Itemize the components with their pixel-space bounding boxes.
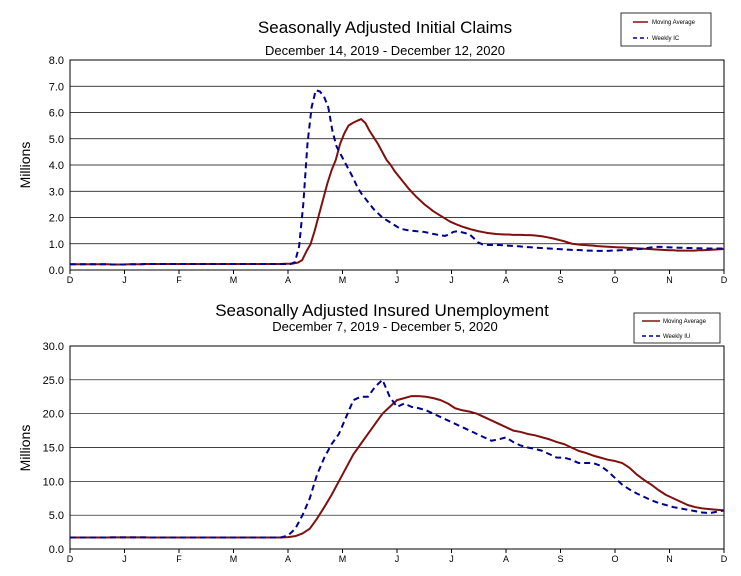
x-tick-label: F [176, 275, 182, 285]
x-tick-label: M [230, 554, 238, 564]
y-axis-label: Millions [17, 425, 33, 472]
x-tick-label: D [721, 554, 728, 564]
x-tick-label: A [285, 554, 291, 564]
chart-insured-unemployment: Seasonally Adjusted Insured Unemployment… [17, 301, 728, 564]
chart-title: Seasonally Adjusted Initial Claims [258, 18, 512, 37]
x-tick-label: M [230, 275, 238, 285]
x-tick-label: D [721, 275, 728, 285]
x-tick-label: A [503, 275, 509, 285]
x-tick-label: S [557, 554, 563, 564]
chart-subtitle: December 7, 2019 - December 5, 2020 [272, 319, 497, 334]
legend-label-moving-average: Moving Average [663, 319, 707, 325]
x-tick-label: J [122, 554, 127, 564]
y-tick-label: 7.0 [49, 81, 64, 93]
y-tick-label: 3.0 [49, 186, 64, 198]
y-tick-label: 1.0 [49, 239, 64, 251]
x-tick-label: O [611, 275, 618, 285]
y-tick-label: 8.0 [49, 55, 64, 67]
x-tick-label: J [395, 275, 400, 285]
y-tick-label: 5.0 [49, 134, 64, 146]
series-line-moving-average [70, 395, 725, 539]
x-tick-label: F [176, 554, 182, 564]
series-line-weekly-iu [70, 378, 725, 539]
x-tick-label: J [122, 275, 127, 285]
series-line-moving-average [70, 118, 725, 266]
x-tick-label: M [339, 275, 347, 285]
chart-title: Seasonally Adjusted Insured Unemployment [215, 301, 549, 320]
x-tick-label: N [666, 275, 673, 285]
legend: Moving Average Weekly IU [633, 312, 721, 344]
legend-label-weekly-ic: Weekly IC [652, 36, 680, 42]
legend-label-weekly-iu: Weekly IU [663, 334, 690, 340]
y-tick-label: 4.0 [49, 160, 64, 172]
legend-box [620, 12, 712, 47]
x-tick-label: D [67, 554, 74, 564]
x-tick-label: A [285, 275, 291, 285]
y-tick-label: 15.0 [43, 443, 64, 455]
series-line-weekly-ic [70, 89, 724, 266]
x-tick-label: J [449, 554, 454, 564]
y-tick-label: 25.0 [43, 375, 64, 387]
y-tick-label: 2.0 [49, 213, 64, 225]
chart-initial-claims: Seasonally Adjusted Initial Claims Decem… [17, 12, 728, 285]
legend: Moving Average Weekly IC [620, 12, 712, 47]
chart-subtitle: December 14, 2019 - December 12, 2020 [265, 43, 505, 58]
x-tick-label: N [666, 554, 673, 564]
x-tick-label: S [557, 275, 563, 285]
y-tick-label: 6.0 [49, 108, 64, 120]
y-tick-label: 30.0 [43, 341, 64, 353]
y-tick-label: 0.0 [49, 544, 64, 556]
y-axis-label: Millions [17, 142, 33, 189]
x-tick-label: O [611, 554, 618, 564]
x-tick-label: A [503, 554, 509, 564]
legend-label-moving-average: Moving Average [652, 20, 696, 26]
y-tick-label: 5.0 [49, 510, 64, 522]
x-tick-label: D [67, 275, 74, 285]
y-tick-label: 20.0 [43, 409, 64, 421]
x-tick-label: J [449, 275, 454, 285]
x-tick-label: M [339, 554, 347, 564]
legend-box [633, 312, 721, 344]
y-tick-label: 0.0 [49, 265, 64, 277]
x-tick-label: J [395, 554, 400, 564]
y-tick-label: 10.0 [43, 476, 64, 488]
